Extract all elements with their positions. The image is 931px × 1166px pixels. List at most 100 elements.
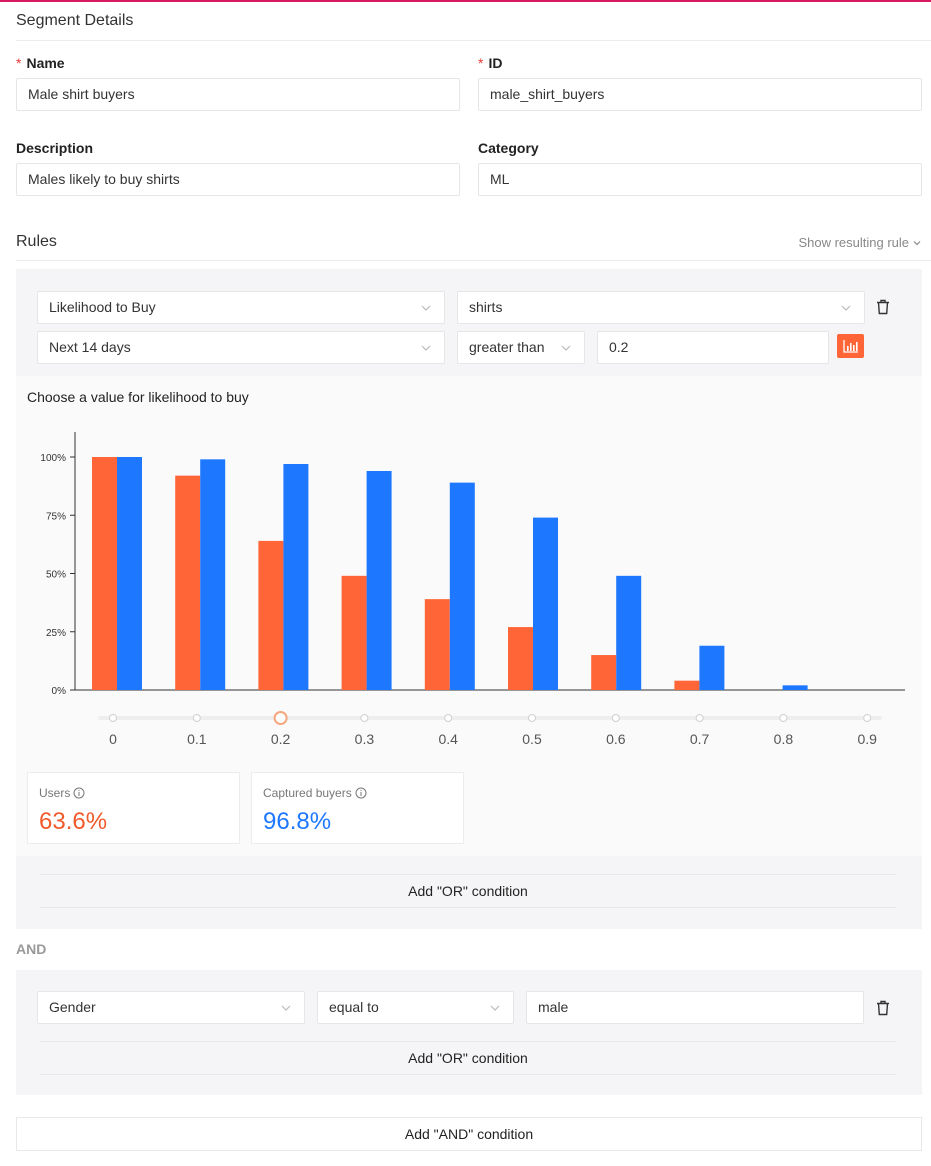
add-and-condition-button[interactable]: Add "AND" condition [16, 1117, 922, 1151]
captured-buyers-bar [283, 463, 309, 690]
id-label: * ID [478, 55, 503, 71]
attribute-select[interactable]: Likelihood to Buy [37, 291, 445, 324]
captured-buyers-bar [366, 470, 392, 690]
y-tick-label: 75% [46, 511, 66, 522]
users-bar [591, 655, 617, 690]
captured-buyers-bar [699, 645, 725, 690]
rule-group-2 [16, 970, 922, 1095]
captured-buyers-stat-card: Captured buyers 96.8% [251, 772, 464, 844]
threshold-slider-dot[interactable] [695, 714, 704, 722]
chevron-down-icon [561, 345, 571, 351]
product-select[interactable]: shirts [457, 291, 865, 324]
x-tick-label: 0.6 [606, 731, 626, 747]
x-tick-label: 0.7 [690, 731, 710, 747]
show-rule-label: Show resulting rule [798, 235, 909, 250]
users-bar [424, 599, 450, 690]
x-tick-label: 0.1 [187, 731, 207, 747]
x-tick-label: 0.8 [774, 731, 794, 747]
gender-attribute-select[interactable]: Gender [37, 991, 305, 1024]
users-bar [341, 575, 367, 690]
chevron-down-icon [841, 305, 851, 311]
gender-operator-select[interactable]: equal to [317, 991, 514, 1024]
info-icon[interactable] [73, 787, 85, 799]
threshold-slider-dot[interactable] [863, 714, 872, 722]
chevron-down-icon [421, 345, 431, 351]
users-stat-label: Users [39, 786, 85, 800]
users-bar [508, 627, 533, 690]
divider [16, 40, 931, 41]
category-label: Category [478, 140, 539, 156]
chevron-down-icon [281, 1005, 291, 1011]
name-label: * Name [16, 55, 65, 71]
users-stat-card: Users 63.6% [27, 772, 240, 844]
y-tick-label: 50% [46, 570, 66, 581]
trash-icon [877, 1000, 889, 1016]
description-label: Description [16, 140, 94, 156]
chevron-down-icon [421, 305, 431, 311]
threshold-slider-dot[interactable] [444, 714, 453, 722]
threshold-slider-handle[interactable] [273, 711, 288, 725]
period-select[interactable]: Next 14 days [37, 331, 445, 364]
threshold-slider-dot[interactable] [528, 714, 536, 722]
x-tick-label: 0.2 [271, 731, 291, 747]
period-select-value: Next 14 days [49, 339, 131, 355]
y-tick-label: 0% [52, 686, 67, 697]
operator-select-value: greater than [469, 339, 545, 355]
and-label: AND [16, 941, 47, 957]
delete-rule-button[interactable] [875, 298, 891, 316]
captured-buyers-bar [533, 517, 558, 690]
name-input[interactable]: Male shirt buyers [16, 78, 460, 111]
threshold-slider-dot[interactable] [109, 714, 117, 722]
operator-select[interactable]: greater than [457, 331, 585, 364]
users-bar [92, 457, 117, 690]
gender-operator-value: equal to [329, 999, 379, 1015]
users-stat-value: 63.6% [39, 808, 108, 835]
captured-buyers-bar [200, 459, 226, 690]
chevron-down-icon [913, 240, 921, 245]
bar-chart-icon [842, 340, 858, 353]
y-tick-label: 100% [40, 453, 66, 464]
likelihood-bar-chart: 0% 25% 50% 75% 100% 0 0.1 0.2 0.3 0.4 0.5 0.6 0.7 0.8… [40, 432, 905, 747]
add-or-condition-button[interactable]: Add "OR" condition [40, 874, 896, 908]
x-tick-label: 0.9 [857, 731, 877, 747]
page-title: Segment Details [16, 12, 134, 29]
info-icon[interactable] [355, 787, 367, 799]
threshold-input[interactable]: 0.2 [597, 331, 829, 364]
divider [16, 260, 931, 261]
product-select-value: shirts [469, 299, 503, 315]
x-tick-label: 0.4 [438, 731, 458, 747]
trash-icon [877, 299, 889, 315]
threshold-slider-dot[interactable] [360, 714, 369, 722]
threshold-slider-dot[interactable] [611, 714, 620, 722]
users-bar [175, 475, 201, 690]
captured-buyers-stat-value: 96.8% [263, 808, 332, 835]
gender-value-input[interactable]: male [526, 991, 864, 1024]
id-input[interactable]: male_shirt_buyers [478, 78, 922, 111]
captured-buyers-bar [117, 457, 142, 690]
rules-title: Rules [16, 233, 57, 250]
gender-attribute-value: Gender [49, 999, 96, 1015]
delete-rule-button[interactable] [875, 999, 891, 1017]
captured-buyers-bar [449, 482, 475, 690]
captured-label-text: Captured buyers [263, 786, 352, 800]
top-accent-line [0, 0, 931, 2]
captured-buyers-stat-label: Captured buyers [263, 786, 367, 800]
category-input[interactable]: ML [478, 163, 922, 196]
x-tick-label: 0.5 [522, 731, 542, 747]
users-label-text: Users [39, 786, 71, 800]
y-tick-label: 25% [46, 628, 66, 639]
threshold-slider-dot[interactable] [192, 714, 201, 722]
x-tick-label: 0.3 [355, 731, 375, 747]
threshold-slider-dot[interactable] [779, 714, 788, 722]
description-input[interactable]: Males likely to buy shirts [16, 163, 460, 196]
attribute-select-value: Likelihood to Buy [49, 299, 156, 315]
captured-buyers-bar [616, 575, 642, 690]
chart-title: Choose a value for likelihood to buy [27, 389, 249, 405]
x-tick-label: 0 [109, 731, 117, 747]
add-or-condition-button[interactable]: Add "OR" condition [40, 1041, 896, 1075]
users-bar [674, 680, 700, 690]
show-resulting-rule-toggle[interactable]: Show resulting rule [798, 235, 922, 250]
chevron-down-icon [490, 1005, 500, 1011]
toggle-chart-button[interactable] [837, 334, 864, 358]
captured-buyers-bar [782, 685, 808, 690]
